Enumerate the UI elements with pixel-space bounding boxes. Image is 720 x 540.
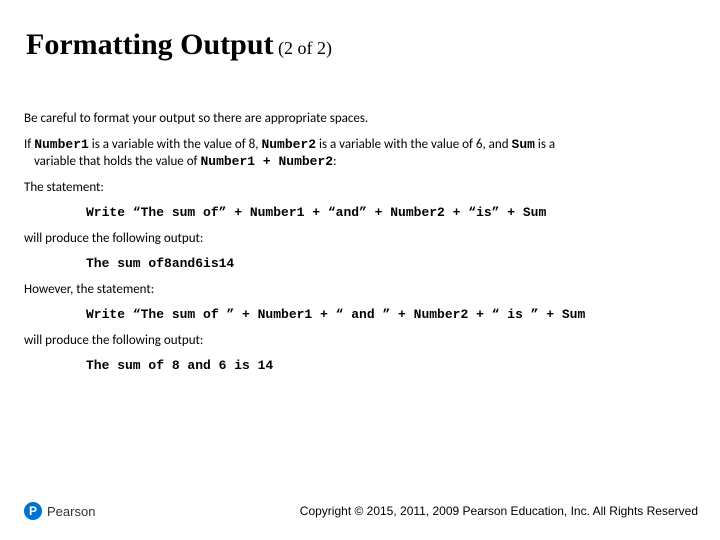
intro-text: Be careful to format your output so ther… [24, 110, 696, 128]
setup-mid3: is a [535, 137, 555, 152]
statement-label-2: However, the statement: [24, 281, 696, 299]
setup-line2a: variable that holds the value of [24, 154, 200, 169]
var-number2: Number2 [261, 137, 316, 152]
output-2: The sum of 8 and 6 is 14 [24, 357, 696, 375]
pearson-logo-icon: P [24, 502, 42, 520]
slide-body: Be careful to format your output so ther… [0, 62, 720, 375]
title-main: Formatting Output [26, 28, 274, 61]
setup-text: If Number1 is a variable with the value … [24, 136, 696, 171]
pearson-logo-text: Pearson [47, 504, 95, 519]
footer: P Pearson Copyright © 2015, 2011, 2009 P… [0, 496, 720, 522]
statement-label-1: The statement: [24, 179, 696, 197]
output-label-2: will produce the following output: [24, 332, 696, 350]
setup-pre1: If [24, 137, 34, 152]
code-line-2: Write “The sum of ” + Number1 + “ and ” … [24, 306, 696, 324]
setup-line2b: : [333, 154, 336, 169]
var-sum: Sum [512, 137, 535, 152]
slide-title: Formatting Output (2 of 2) [0, 0, 720, 62]
pearson-logo: P Pearson [24, 502, 95, 520]
output-1: The sum of8and6is14 [24, 255, 696, 273]
setup-mid1: is a variable with the value of 8, [89, 137, 262, 152]
setup-mid2: is a variable with the value of 6, and [316, 137, 511, 152]
code-line-1: Write “The sum of” + Number1 + “and” + N… [24, 204, 696, 222]
output-label-1: will produce the following output: [24, 230, 696, 248]
title-sub: (2 of 2) [274, 38, 332, 58]
copyright-text: Copyright © 2015, 2011, 2009 Pearson Edu… [300, 504, 698, 518]
var-number1: Number1 [34, 137, 89, 152]
expr: Number1 + Number2 [200, 154, 333, 169]
